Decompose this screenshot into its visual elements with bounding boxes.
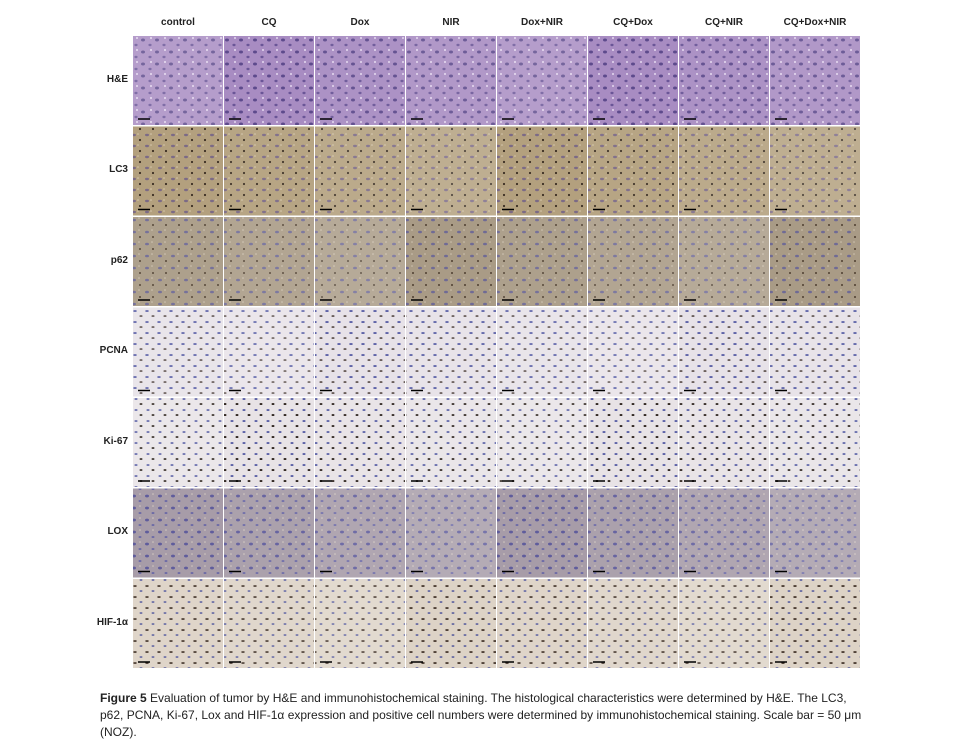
histology-tile [406,126,496,216]
histology-tile [770,579,860,668]
histology-tile [315,488,405,578]
histology-tile [133,579,223,668]
histology-tile [679,126,769,216]
caption-text: Evaluation of tumor by H&E and immunohis… [100,691,862,739]
histology-tile [224,36,314,125]
histology-tile [224,398,314,487]
histology-tile [406,579,496,668]
column-label: Dox+NIR [521,17,563,28]
histology-tile [224,126,314,216]
histology-tile [679,398,769,487]
column-label: NIR [442,17,460,28]
histology-tile [133,398,223,487]
row-label: LC3 [109,164,128,175]
histology-tile [497,398,587,487]
histology-tile [770,488,860,578]
histology-tile [588,217,678,306]
histology-tile [588,126,678,216]
histology-tile [770,36,860,125]
histology-tile [133,126,223,216]
row-label: HIF-1α [96,616,128,628]
histology-tile [315,307,405,397]
histology-tile [497,488,587,578]
histology-tile [679,217,769,306]
histology-tile [406,398,496,487]
histology-tile [224,307,314,397]
histology-tile [133,36,223,125]
histology-tile [406,217,496,306]
histology-tile [406,36,496,125]
column-label: CQ+Dox [613,17,653,28]
histology-tile [133,488,223,578]
figure-caption: Figure 5 Evaluation of tumor by H&E and … [100,690,870,741]
histology-tile [679,307,769,397]
histology-tile [406,488,496,578]
histology-tile [588,488,678,578]
histology-tile [315,36,405,125]
histology-tile [406,307,496,397]
row-label: PCNA [99,345,128,356]
histology-tile [497,217,587,306]
histology-tile [224,217,314,306]
histology-tile [497,126,587,216]
column-label: Dox [350,17,370,28]
histology-tile [133,217,223,306]
histology-tile [770,217,860,306]
histology-tile [497,579,587,668]
histology-tile [770,126,860,216]
histology-tile [679,488,769,578]
histology-tile [588,36,678,125]
column-label: control [161,17,195,28]
column-label: CQ+Dox+NIR [783,17,847,28]
histology-tile [679,579,769,668]
histology-tile [588,398,678,487]
histology-tile [315,126,405,216]
histology-tile [770,307,860,397]
row-label: LOX [107,526,128,537]
histology-tile [588,579,678,668]
column-label: CQ+NIR [704,17,744,28]
histology-tile [224,488,314,578]
column-label: CQ [261,17,277,28]
histology-tile [770,398,860,487]
histology-tile [315,217,405,306]
histology-tile [588,307,678,397]
caption-label: Figure 5 [100,691,147,705]
histology-tile [497,36,587,125]
histology-tile [315,579,405,668]
histology-tile [497,307,587,397]
row-label: Ki-67 [103,435,128,447]
row-label: H&E [106,73,128,85]
histology-tile [133,307,223,397]
histology-tile [679,36,769,125]
row-label: p62 [110,254,128,266]
histology-tile [315,398,405,487]
histology-tile [224,579,314,668]
